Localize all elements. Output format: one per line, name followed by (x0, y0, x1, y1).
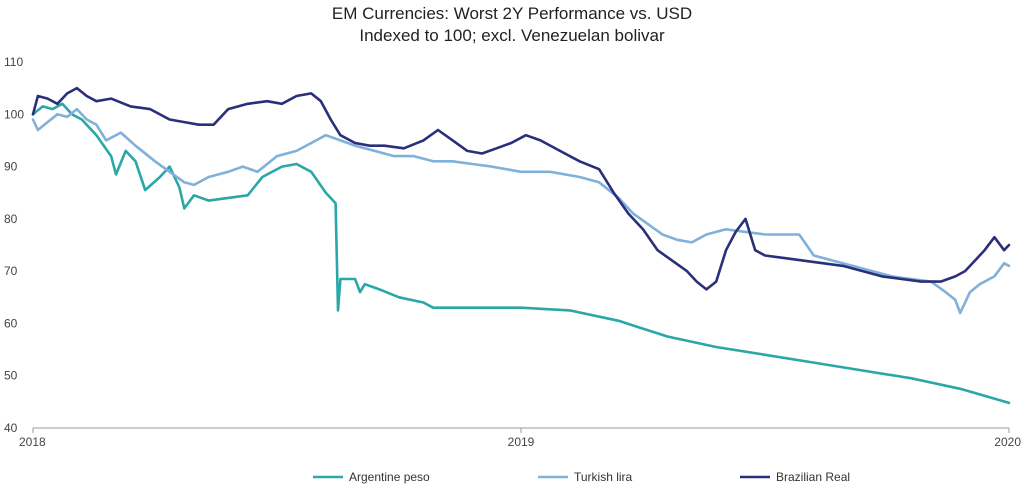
series-layer (31, 86, 1011, 405)
y-tick-label: 80 (4, 212, 18, 226)
y-tick-label: 100 (4, 107, 24, 121)
x-tick-label: 2018 (19, 435, 46, 449)
legend-label: Turkish lira (574, 470, 633, 484)
series-line-turkish-lira (31, 107, 1011, 315)
y-tick-label: 40 (4, 421, 18, 435)
legend: Argentine peso Turkish lira Brazilian Real (313, 470, 850, 484)
legend-label: Brazilian Real (776, 470, 850, 484)
axes: 40 50 60 70 80 90 100 110 2018 2019 2020 (4, 55, 1021, 449)
y-tick-label: 110 (4, 55, 23, 69)
y-tick-label: 60 (4, 316, 18, 330)
x-tick-label: 2019 (508, 435, 535, 449)
y-tick-label: 90 (4, 160, 18, 174)
y-tick-label: 50 (4, 369, 18, 383)
series-line-brazilian-real (31, 86, 1011, 291)
series-line-argentine-peso (31, 102, 1011, 405)
legend-label: Argentine peso (349, 470, 430, 484)
x-tick-label: 2020 (994, 435, 1021, 449)
chart-subtitle: Indexed to 100; excl. Venezuelan bolivar (359, 26, 665, 45)
chart-title: EM Currencies: Worst 2Y Performance vs. … (332, 4, 692, 23)
y-tick-label: 70 (4, 264, 18, 278)
